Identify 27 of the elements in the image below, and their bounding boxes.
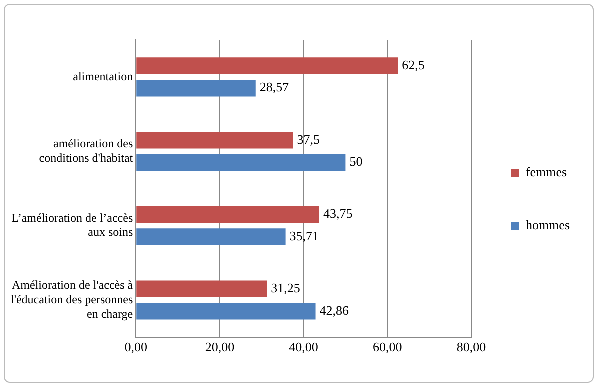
bar [136,228,286,246]
data-label: 62,5 [402,57,425,72]
y-tick-label: amélioration des conditions d'habitat [39,136,134,165]
bar [136,154,346,172]
legend-label: hommes [526,217,570,232]
data-label: 50 [350,154,363,170]
data-label: 28,57 [260,80,290,95]
y-tick-label: alimentation [73,69,134,84]
data-label: 42,86 [320,302,350,318]
x-tick-label: 20,00 [205,340,235,355]
bar [136,303,316,320]
y-tick-label: Amélioration de l'accès à l'éducation des personnes en charge [10,278,134,321]
x-tick-label: 80,00 [456,340,486,355]
x-tick-label: 40,00 [289,340,318,355]
data-label: 37,5 [297,132,320,147]
data-label: 31,25 [271,280,300,296]
bar [136,206,320,224]
x-tick-label: 60,00 [372,340,402,355]
bar [136,58,398,74]
legend-label: femmes [526,164,568,180]
x-tick-label: 0,00 [124,340,148,355]
bar [136,280,268,298]
data-label: 43,75 [324,206,353,222]
bar [136,132,294,149]
data-label: 35,71 [290,228,320,244]
y-tick-label: L’amélioration de l’accès aux soins [12,210,134,240]
bar [136,80,256,97]
